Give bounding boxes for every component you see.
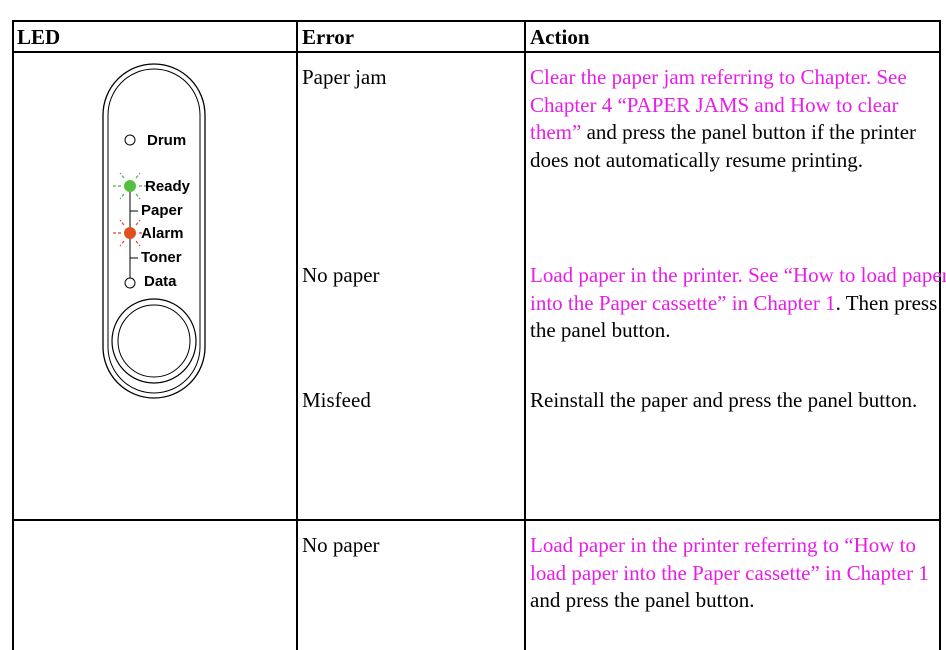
action-text: Load paper in the printer. See “How to l… <box>530 263 946 315</box>
header-cell: Error <box>302 25 355 49</box>
table-rule <box>12 519 941 521</box>
led-label: Data <box>144 273 177 290</box>
table-border <box>12 20 941 22</box>
table-border <box>12 20 14 650</box>
action-text: and press the panel button. <box>530 588 755 612</box>
error-cell: No paper <box>302 263 380 287</box>
table-rule <box>296 20 298 650</box>
led-label: Paper <box>141 202 183 219</box>
table-border <box>939 20 941 650</box>
action-cell: Load paper in the printer. See “How to l… <box>530 262 946 345</box>
header-cell: Action <box>530 25 590 49</box>
table-rule <box>524 20 526 650</box>
led-label: Toner <box>141 249 182 266</box>
action-cell: Load paper in the printer referring to “… <box>530 532 946 615</box>
led-label: Ready <box>145 178 191 195</box>
led-label: Alarm <box>141 225 184 242</box>
error-cell: Misfeed <box>302 388 371 412</box>
led-panel: Drum Ready Paper Alarm Toner Data <box>102 63 206 399</box>
table-rule <box>12 51 941 53</box>
led-label: Drum <box>147 132 186 149</box>
error-cell: No paper <box>302 533 380 557</box>
action-cell: Reinstall the paper and press the panel … <box>530 387 946 415</box>
action-cell: Clear the paper jam referring to Chapter… <box>530 64 946 174</box>
action-text: . Then press the panel button. <box>530 290 938 343</box>
action-text: Load paper in the printer referring to “… <box>530 533 929 585</box>
error-cell: Paper jam <box>302 65 387 89</box>
action-text: Reinstall the paper and press the panel … <box>530 388 918 412</box>
action-text: Clear the paper jam referring to Chapter… <box>530 65 907 144</box>
header-cell: LED <box>17 25 61 49</box>
action-text: and press the panel button if the printe… <box>530 120 917 172</box>
